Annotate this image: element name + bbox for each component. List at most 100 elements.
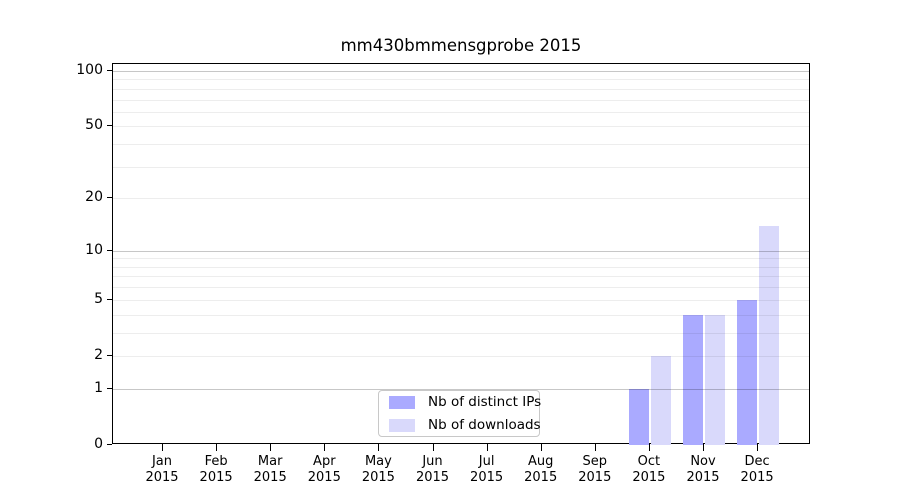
y-tick-20 (107, 197, 112, 199)
minor-gridline-50 (113, 126, 809, 128)
y-tick-0 (107, 444, 112, 445)
x-label-year: 2015 (253, 470, 287, 485)
minor-gridline-90 (113, 79, 809, 81)
minor-gridline-30 (113, 166, 809, 168)
minor-gridline-6 (113, 287, 809, 289)
x-label-month: Jul (478, 454, 495, 469)
x-tick-label-jan: Jan 2015 (135, 454, 189, 486)
x-label-year: 2015 (686, 470, 720, 485)
minor-gridline-5 (113, 299, 809, 301)
x-tick-jul (486, 444, 488, 451)
x-label-year: 2015 (632, 470, 666, 485)
x-label-year: 2015 (740, 470, 774, 485)
x-tick-feb (216, 444, 218, 451)
x-label-month: Dec (744, 454, 770, 469)
x-tick-label-sep: Sep 2015 (568, 454, 622, 486)
y-tick-label-20: 20 (85, 189, 103, 206)
minor-gridline-70 (113, 99, 809, 101)
y-tick-label-10: 10 (85, 241, 103, 258)
x-tick-label-dec: Dec 2015 (730, 454, 784, 486)
x-label-month: Jun (422, 454, 443, 469)
x-tick-aug (540, 444, 542, 451)
x-label-year: 2015 (199, 470, 233, 485)
minor-gridline-4 (113, 314, 809, 316)
y-tick-label-5: 5 (94, 290, 103, 307)
x-label-month: Feb (204, 454, 228, 469)
x-label-year: 2015 (145, 470, 179, 485)
x-tick-label-jul: Jul 2015 (460, 454, 514, 486)
minor-gridline-7 (113, 276, 809, 278)
x-label-month: Nov (690, 454, 716, 469)
y-tick-label-1: 1 (94, 379, 103, 396)
y-tick-1 (107, 387, 112, 389)
y-tick-10 (107, 249, 112, 251)
y-tick-label-2: 2 (94, 346, 103, 363)
minor-gridline-9 (113, 258, 809, 260)
chart-title: mm430bmmensgprobe 2015 (340, 36, 582, 55)
major-gridline-10 (113, 250, 809, 252)
legend-label-downloads: Nb of downloads (428, 417, 541, 433)
x-label-month: Aug (527, 454, 554, 469)
x-tick-sep (594, 444, 596, 451)
x-tick-label-feb: Feb 2015 (189, 454, 243, 486)
x-label-year: 2015 (470, 470, 504, 485)
y-tick-label-50: 50 (85, 117, 103, 134)
y-tick-label-100: 100 (76, 61, 103, 78)
bar-downloads-oct (650, 355, 671, 445)
x-label-month: May (364, 454, 392, 469)
minor-gridline-60 (113, 111, 809, 113)
x-tick-label-jun: Jun 2015 (406, 454, 460, 486)
x-tick-may (378, 444, 380, 451)
x-label-year: 2015 (361, 470, 395, 485)
y-tick-100 (107, 69, 112, 71)
y-tick-50 (107, 125, 112, 127)
x-tick-apr (324, 444, 326, 451)
legend-row-downloads: Nb of downloads (389, 417, 541, 433)
x-label-month: Sep (582, 454, 608, 469)
x-tick-jun (432, 444, 434, 451)
major-gridline-1 (113, 388, 809, 390)
minor-gridline-40 (113, 144, 809, 146)
x-tick-jan (162, 444, 163, 451)
bar-distinct-ips-dec (737, 299, 758, 445)
bar-distinct-ips-oct (628, 388, 649, 445)
x-label-year: 2015 (578, 470, 612, 485)
x-label-month: Jan (151, 454, 173, 469)
x-tick-nov (703, 444, 704, 451)
bar-distinct-ips-nov (683, 314, 703, 445)
y-tick-label-0: 0 (94, 436, 103, 452)
legend-label-distinct-ips: Nb of distinct IPs (428, 394, 542, 410)
major-gridline-100 (113, 70, 809, 72)
legend-row-distinct-ips: Nb of distinct IPs (389, 394, 541, 410)
bars-layer (113, 64, 809, 445)
bar-downloads-nov (705, 314, 725, 445)
bar-downloads-dec (759, 225, 780, 445)
x-label-year: 2015 (415, 470, 450, 485)
y-tick-5 (107, 298, 112, 300)
x-label-month: Oct (637, 454, 661, 469)
x-label-year: 2015 (524, 470, 558, 485)
legend: Nb of distinct IPs Nb of downloads (378, 390, 541, 437)
x-tick-label-may: May 2015 (351, 454, 405, 486)
x-label-month: Mar (257, 454, 283, 469)
x-tick-label-mar: Mar 2015 (243, 454, 297, 486)
x-tick-dec (757, 444, 759, 451)
minor-gridline-2 (113, 355, 809, 357)
x-tick-label-oct: Oct 2015 (622, 454, 676, 486)
legend-swatch-downloads-icon (389, 418, 415, 432)
legend-swatch-distinct-ips-icon (389, 395, 415, 409)
minor-gridline-80 (113, 88, 809, 90)
minor-gridline-20 (113, 198, 809, 200)
x-label-month: Apr (313, 454, 336, 469)
y-tick-2 (107, 354, 112, 356)
x-tick-label-nov: Nov 2015 (676, 454, 730, 486)
x-tick-oct (648, 444, 650, 451)
gridlines-layer (113, 64, 809, 443)
plot-area (112, 63, 810, 445)
minor-gridline-3 (113, 332, 809, 334)
x-tick-label-aug: Aug 2015 (514, 454, 568, 486)
minor-gridline-8 (113, 266, 809, 268)
x-label-year: 2015 (307, 470, 341, 485)
x-tick-label-apr: Apr 2015 (297, 454, 351, 486)
